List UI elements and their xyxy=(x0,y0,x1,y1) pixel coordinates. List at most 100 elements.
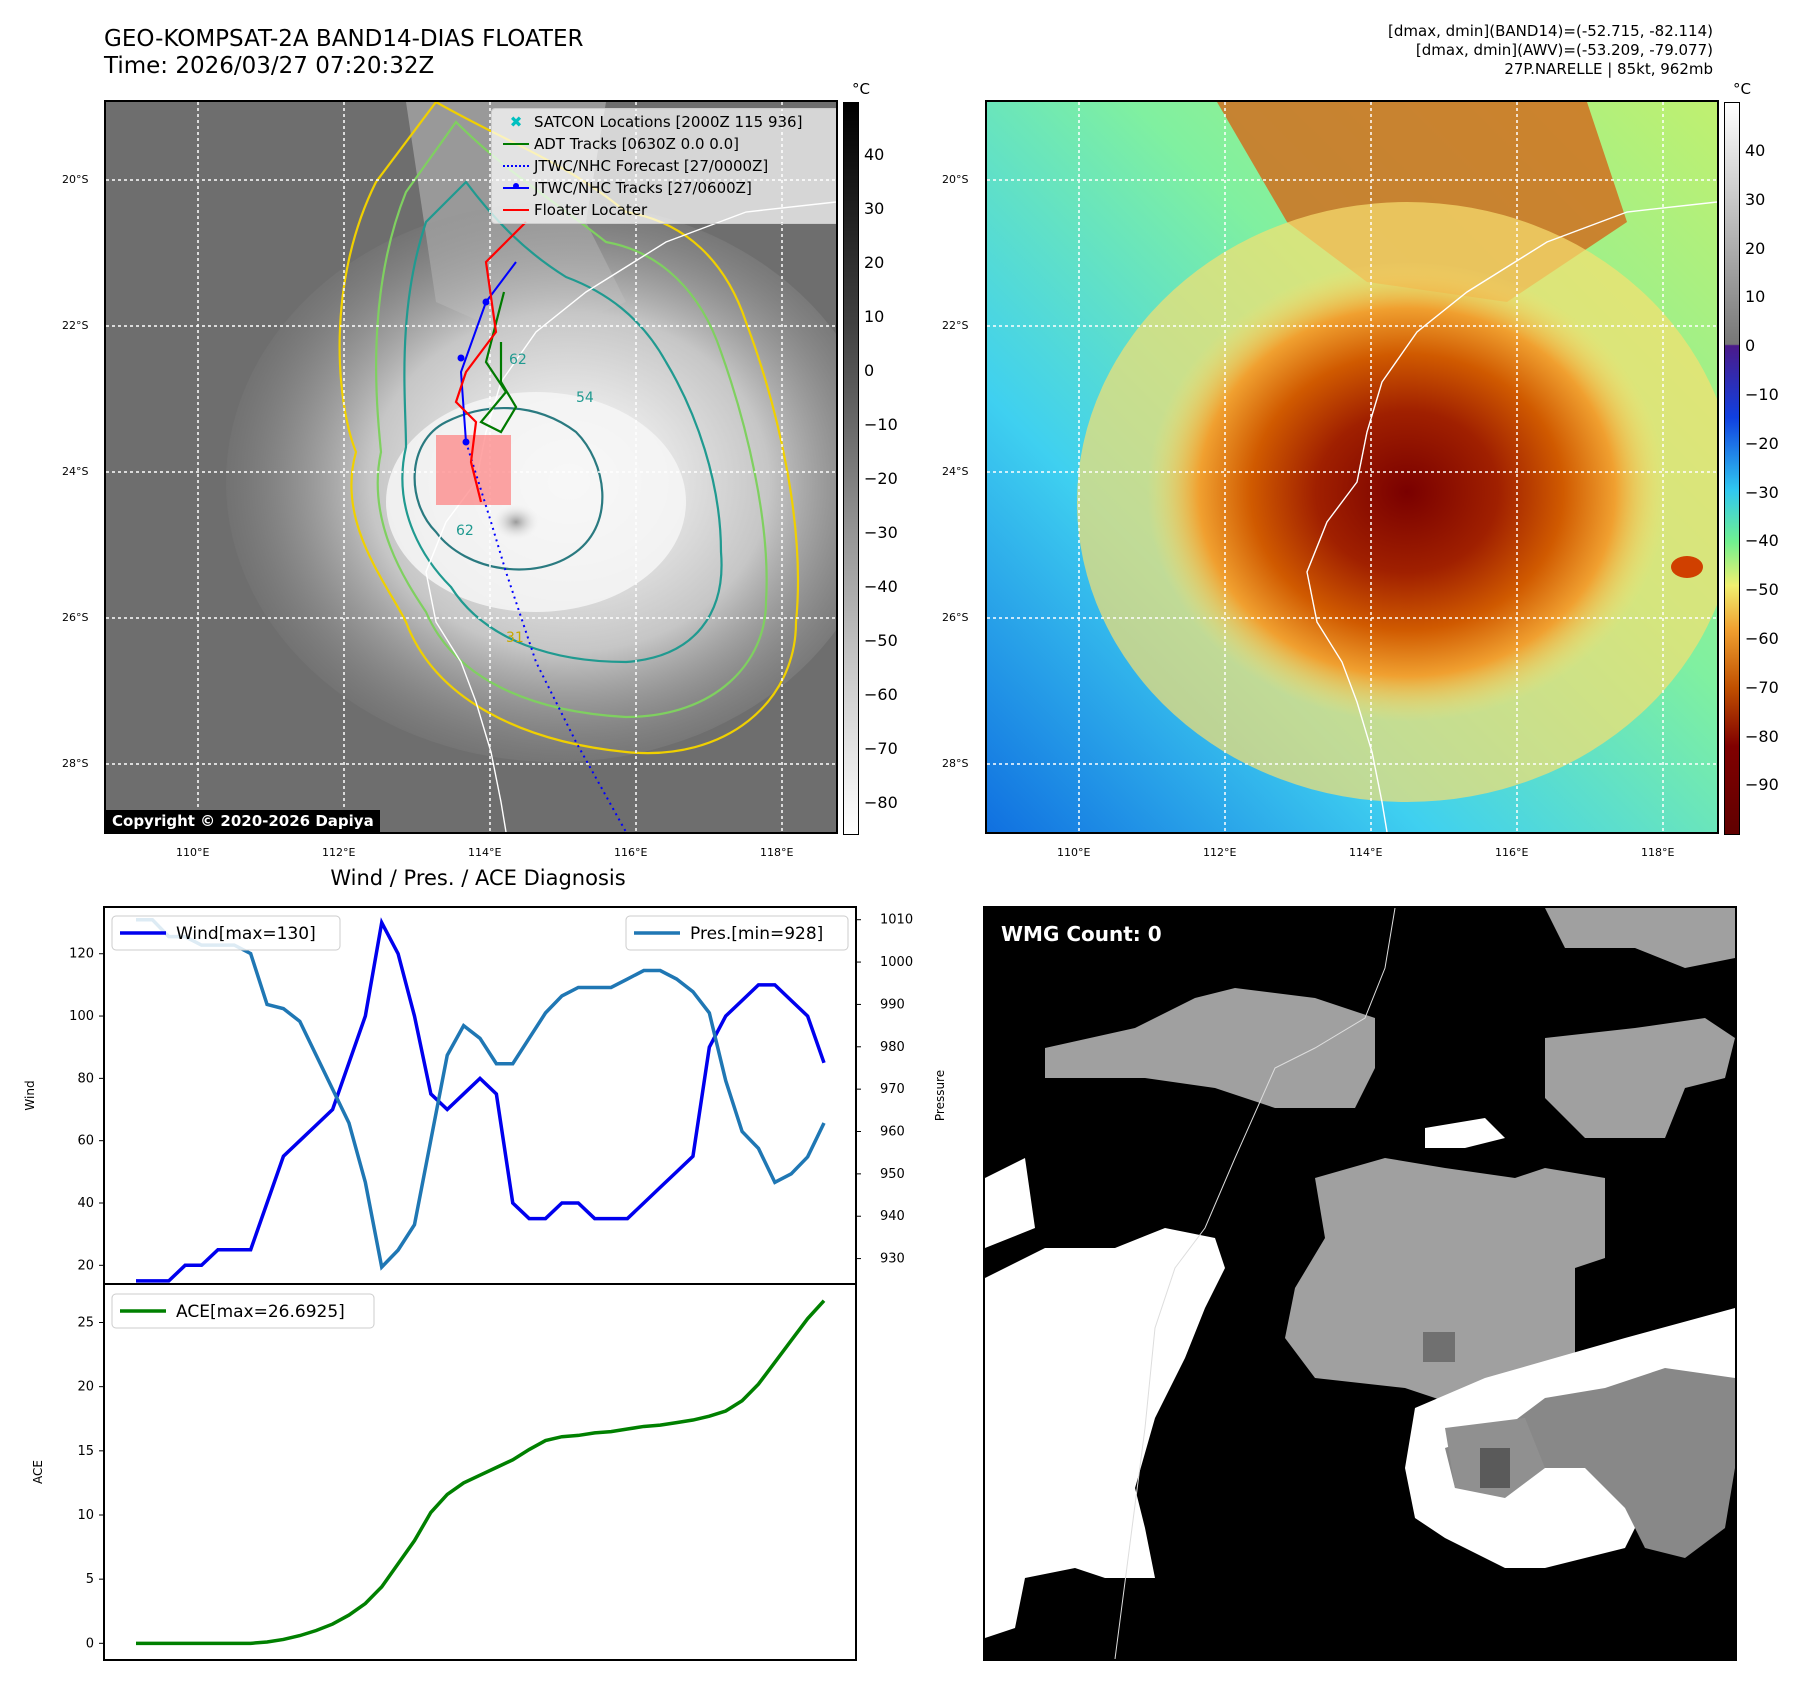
ace-axis-label: ACE xyxy=(31,1460,45,1484)
colorbar-tick-label: −50 xyxy=(864,631,898,650)
colorbar-tick-label: −20 xyxy=(1745,433,1779,453)
copyright-label: Copyright © 2020-2026 Dapiya xyxy=(106,810,380,832)
wmg-canvas xyxy=(985,908,1735,1659)
lon-label: 112°E xyxy=(1203,846,1237,859)
lat-label: 26°S xyxy=(942,611,969,624)
map-legend: ✖ SATCON Locations [2000Z 115 936] ADT T… xyxy=(491,108,836,224)
chart-title: Wind / Pres. / ACE Diagnosis xyxy=(330,866,626,890)
pressure-ytick-label: 950 xyxy=(880,1167,905,1182)
ir-gridlines xyxy=(106,102,836,832)
lon-label: 112°E xyxy=(322,846,356,859)
title-line1: GEO-KOMPSAT-2A BAND14-DIAS FLOATER xyxy=(104,26,584,52)
lon-label: 118°E xyxy=(1641,846,1675,859)
legend-item-jtwc-forecast: JTWC/NHC Forecast [27/0000Z] xyxy=(498,155,836,177)
pressure-ytick-label: 940 xyxy=(880,1209,905,1224)
ir-map-panel: 54 62 62 31 ✖ SATCON Locations [2000Z 11… xyxy=(104,100,838,834)
lon-label: 116°E xyxy=(614,846,648,859)
color-map-panel xyxy=(985,100,1719,834)
wind-ytick-label: 100 xyxy=(69,1009,94,1024)
wmg-white-region xyxy=(985,1228,1225,1638)
wmg-count-label: WMG Count: 0 xyxy=(1001,922,1162,946)
colorbar-tick-label: −40 xyxy=(1745,531,1779,551)
contour-label: 31 xyxy=(506,630,524,646)
satcon-marker-icon: ✖ xyxy=(509,113,523,131)
right-colorbar xyxy=(1724,102,1740,835)
contour-lightgreen xyxy=(375,120,768,719)
pressure-legend-box xyxy=(625,915,849,951)
wind-legend-box xyxy=(111,915,341,951)
wmg-gray-region-south xyxy=(1445,1368,1735,1558)
legend-item-jtwc-tracks: JTWC/NHC Tracks [27/0600Z] xyxy=(498,177,836,199)
lat-label: 26°S xyxy=(62,611,89,624)
legend-label: JTWC/NHC Forecast [27/0000Z] xyxy=(534,157,769,175)
lat-label: 24°S xyxy=(62,465,89,478)
wind-ytick-label: 20 xyxy=(77,1258,94,1273)
wind-axis-label: Wind xyxy=(23,1080,37,1110)
wind-legend-label: Wind[max=130] xyxy=(176,924,316,944)
adt-line-icon xyxy=(498,143,534,145)
legend-label: SATCON Locations [2000Z 115 936] xyxy=(534,113,803,131)
contour-label: 54 xyxy=(576,390,594,406)
color-gridlines xyxy=(987,102,1717,832)
wmg-dark-cell xyxy=(1423,1332,1455,1362)
main-title: GEO-KOMPSAT-2A BAND14-DIAS FLOATER Time:… xyxy=(104,26,584,80)
ace-ytick-label: 15 xyxy=(77,1444,94,1459)
colorbar-tick-label: 40 xyxy=(1745,141,1766,160)
ace-plot-area xyxy=(103,1283,857,1661)
colorbar-tick-label: 0 xyxy=(864,361,875,380)
legend-item-satcon: ✖ SATCON Locations [2000Z 115 936] xyxy=(498,111,836,133)
colorbar-tick-label: −30 xyxy=(1745,482,1779,502)
jtwc-forecast-track xyxy=(465,441,627,832)
jtwc-track-point xyxy=(482,298,490,306)
wind-plot-area xyxy=(103,906,857,1285)
floater-track xyxy=(454,221,527,503)
wind-pressure-chart: 20 40 60 80 100 120 930 940 950 960 970 980 990 1000 1… xyxy=(23,906,947,1285)
lon-label: 110°E xyxy=(176,846,210,859)
wmg-boundary xyxy=(1114,908,1396,1659)
colorbar-tick-label: 20 xyxy=(1745,238,1766,258)
jtwc-track-point xyxy=(462,438,470,446)
legend-label: JTWC/NHC Tracks [27/0600Z] xyxy=(534,179,752,197)
forecast-line-icon xyxy=(498,165,534,167)
ace-legend-label: ACE[max=26.6925] xyxy=(176,1302,345,1322)
wmg-panel: WMG Count: 0 xyxy=(983,906,1737,1661)
lat-label: 28°S xyxy=(942,757,969,770)
adt-track xyxy=(479,291,518,434)
wmg-white-region xyxy=(985,1158,1035,1248)
track-line-icon xyxy=(498,183,534,189)
pressure-ytick-label: 960 xyxy=(880,1125,905,1140)
lat-label: 22°S xyxy=(62,319,89,332)
colorbar-tick-label: −80 xyxy=(864,793,898,812)
left-colorbar xyxy=(843,102,859,835)
colorbar-tick-label: −10 xyxy=(1745,385,1779,404)
lon-label: 118°E xyxy=(760,846,794,859)
ace-ytick-label: 25 xyxy=(77,1315,94,1330)
wmg-gray-region xyxy=(1545,1018,1735,1138)
colorbar-tick-label: 40 xyxy=(864,145,885,164)
legend-item-adt: ADT Tracks [0630Z 0.0 0.0] xyxy=(498,133,836,155)
colorbar-tick-label: −30 xyxy=(864,523,898,542)
colorbar-tick-label: −70 xyxy=(864,739,898,758)
ir-eye xyxy=(490,502,542,542)
legend-item-floater: Floater Locater xyxy=(498,199,836,221)
contour-inner xyxy=(413,406,604,571)
ace-ytick-label: 20 xyxy=(77,1380,94,1395)
ir-cloud-core xyxy=(386,392,686,612)
colorbar-tick-label: −90 xyxy=(1745,775,1779,795)
lat-label: 20°S xyxy=(62,173,89,186)
wmg-white-region xyxy=(1425,1118,1505,1148)
pressure-ytick-label: 1010 xyxy=(880,913,913,928)
colorbar-tick-label: 30 xyxy=(1745,189,1766,209)
pressure-ytick-label: 990 xyxy=(880,997,905,1012)
pressure-legend-label: Pres.[min=928] xyxy=(690,924,823,944)
pressure-ytick-label: 970 xyxy=(880,1082,905,1097)
pressure-ytick-label: 980 xyxy=(880,1040,905,1055)
ace-legend-box xyxy=(111,1293,375,1329)
wind-series-line xyxy=(136,917,826,1283)
colorbar-tick-label: −70 xyxy=(1745,677,1779,697)
color-storm-core xyxy=(1147,262,1667,722)
colorbar-tick-label: −50 xyxy=(1745,580,1779,600)
lat-label: 24°S xyxy=(942,465,969,478)
lon-label: 114°E xyxy=(468,846,502,859)
color-coastline xyxy=(1306,201,1717,832)
